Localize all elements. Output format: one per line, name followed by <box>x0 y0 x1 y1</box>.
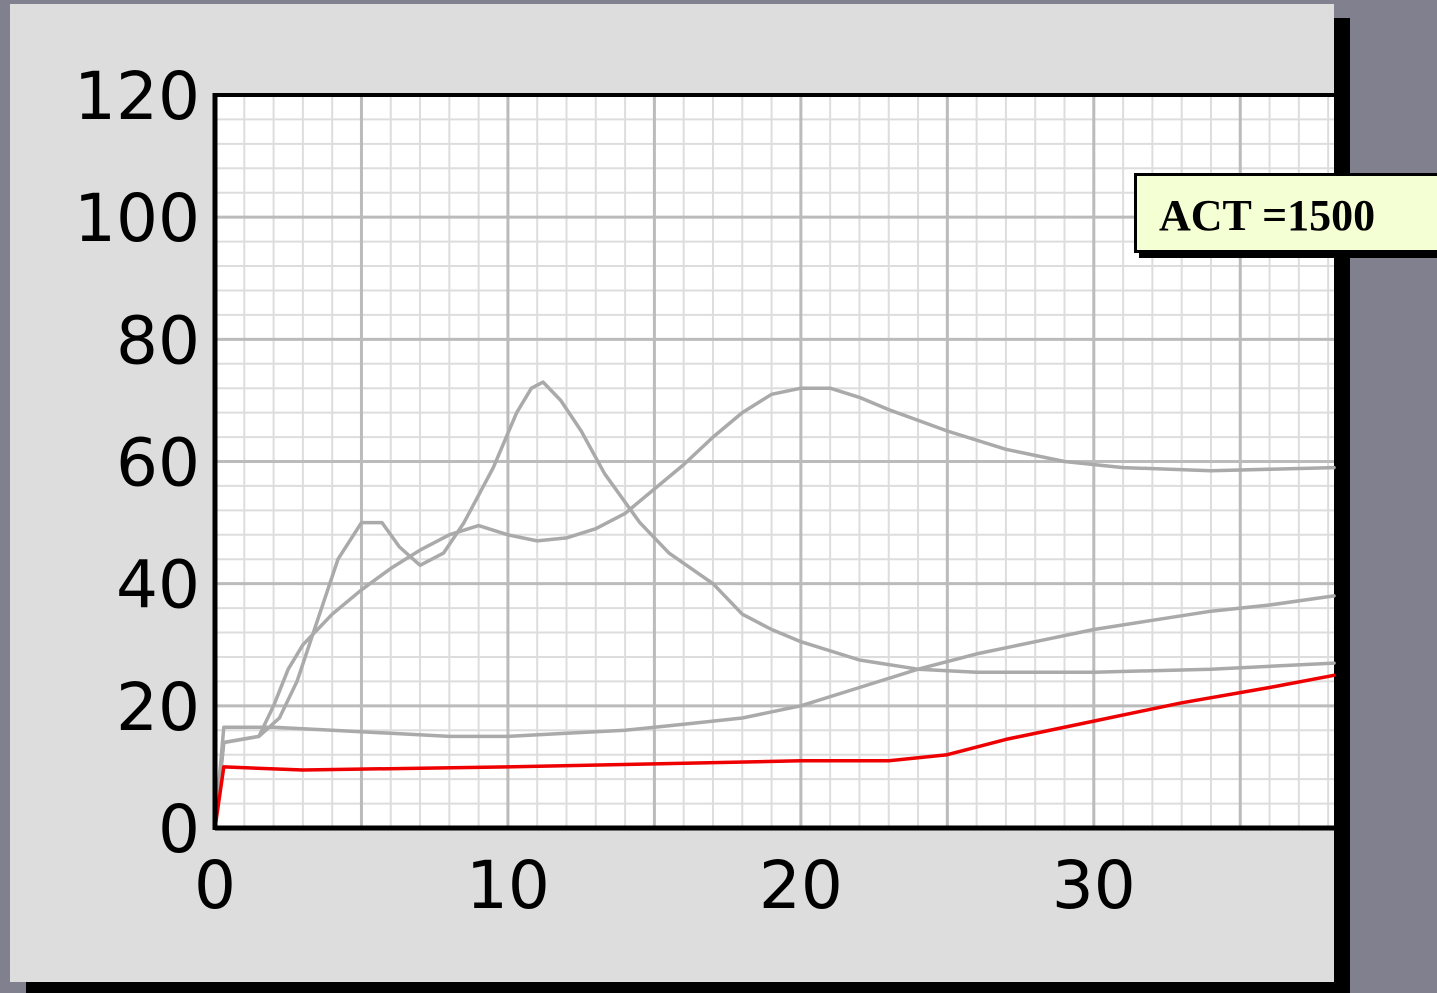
x-tick-label: 20 <box>759 847 843 924</box>
y-tick-label: 100 <box>74 180 200 257</box>
series-lines <box>213 380 1336 830</box>
act-annotation-label: ACT =1500 <box>1159 191 1376 240</box>
grey-series-line <box>213 380 1336 830</box>
act-annotation-box: ACT =1500 <box>1134 173 1437 253</box>
x-tick-label: 30 <box>1052 847 1136 924</box>
x-tick-label: 10 <box>466 847 550 924</box>
x-tick-label: 0 <box>194 847 236 924</box>
grey-series-line <box>213 386 1336 830</box>
y-tick-label: 60 <box>116 425 200 502</box>
y-tick-label: 0 <box>158 791 200 868</box>
axes <box>212 93 1334 831</box>
y-tick-label: 40 <box>116 547 200 624</box>
y-tick-label: 120 <box>74 58 200 135</box>
grey-series-line <box>213 594 1336 830</box>
y-tick-label: 20 <box>116 669 200 746</box>
y-tick-label: 80 <box>116 302 200 379</box>
red-series-line <box>213 673 1336 830</box>
tick-labels: 0 20 40 60 80 100 120 0 10 20 30 <box>74 58 1136 924</box>
